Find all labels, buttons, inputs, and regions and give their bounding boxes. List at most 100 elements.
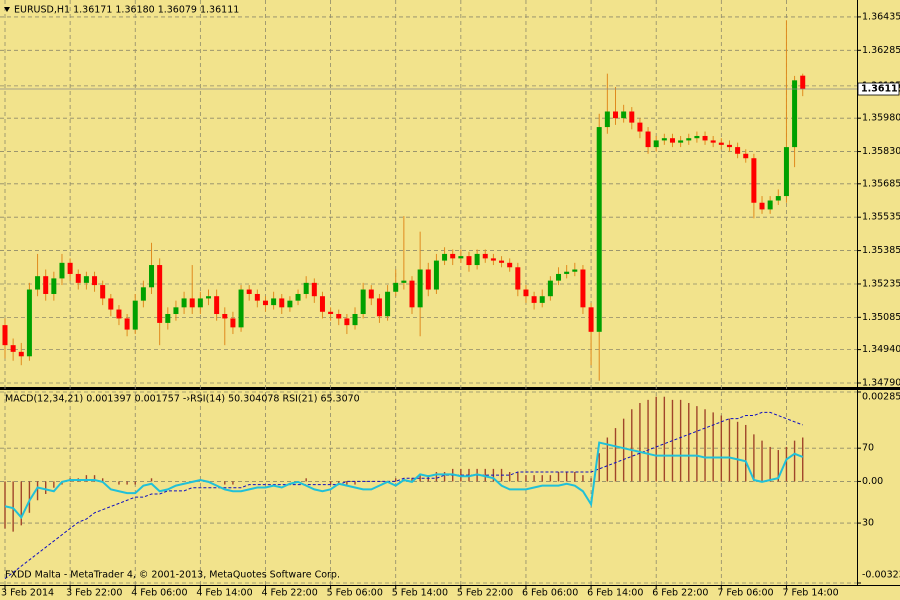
candle-body (344, 318, 350, 326)
indicator-axis (858, 390, 900, 585)
candle-body (515, 267, 521, 290)
candle-body (613, 111, 618, 119)
y-tick-label: 1.35830 (862, 146, 900, 157)
candle-body (604, 111, 610, 128)
candle-body (303, 282, 309, 294)
x-tick-label: 4 Feb 06:00 (131, 588, 187, 599)
candle-body (580, 269, 586, 308)
candle-body (458, 256, 464, 259)
y-tick-label: 1.34790 (862, 377, 900, 388)
candle-body (800, 75, 806, 90)
candle-body (92, 276, 98, 286)
y-tick-label: 1.36435 (862, 11, 900, 22)
y-tick-label: 1.35980 (862, 113, 900, 124)
y-tick-label: 0.00285 (862, 392, 900, 403)
x-tick-label: 3 Feb 2014 (1, 588, 54, 599)
candle-body (694, 135, 700, 139)
candle-body (783, 147, 789, 197)
candle-body (637, 122, 643, 132)
candle-body (751, 158, 757, 203)
candle-body (230, 318, 236, 328)
y-tick-label: 1.36285 (862, 45, 900, 56)
candle-body (360, 289, 366, 315)
signal-line (4, 411, 803, 580)
candle-body (75, 273, 81, 283)
candle-body (35, 276, 41, 290)
candle-body (336, 314, 342, 319)
candle-body (385, 291, 391, 317)
menu-arrow[interactable] (4, 7, 10, 12)
candle-body (173, 307, 179, 315)
y-tick-label: 1.35685 (862, 178, 900, 189)
candle-body (181, 298, 187, 308)
x-tick-label: 7 Feb 14:00 (782, 588, 838, 599)
candle-body (588, 307, 594, 332)
y-tick-label: 1.35385 (862, 245, 900, 256)
candle-body (442, 253, 448, 261)
last-price-label: 1.36111 (861, 84, 900, 95)
y-tick-label: 1.34940 (862, 344, 900, 355)
candle-body (775, 196, 781, 201)
candle-body (523, 289, 529, 297)
candle-body (417, 269, 423, 308)
x-tick-label: 4 Feb 14:00 (196, 588, 252, 599)
y-tick-label: 1.35235 (862, 278, 900, 289)
candle-body (393, 282, 399, 292)
candle-body (433, 260, 439, 290)
candle-body (376, 298, 382, 317)
candle-body (2, 325, 8, 346)
y-tick-label: -0.003237 (862, 570, 900, 581)
candle-body (254, 293, 260, 301)
candle-body (328, 311, 334, 315)
candle-body (319, 296, 325, 312)
candle-body (165, 314, 171, 323)
candle-body (132, 300, 138, 330)
candle-body (686, 138, 692, 141)
footer: FXDD Malta - MetaTrader 4, © 2001-2013, … (5, 570, 340, 581)
indicator-pane (0, 390, 857, 585)
candle-body (262, 300, 268, 306)
price-pane (0, 0, 857, 387)
candle-body (792, 80, 798, 148)
candle-body (743, 153, 749, 159)
x-tick-label: 4 Feb 22:00 (261, 588, 317, 599)
candle-body (621, 111, 627, 119)
candle-body (222, 314, 228, 319)
candle-body (287, 300, 293, 308)
candle-body (767, 200, 773, 210)
candle-body (43, 276, 49, 294)
candle-body (271, 298, 277, 306)
candle-body (564, 271, 570, 274)
price-axis (858, 0, 900, 387)
x-tick-label: 5 Feb 06:00 (327, 588, 383, 599)
candle-body (466, 256, 472, 266)
candle-body (726, 144, 732, 148)
y-tick-label: 0.00 (862, 476, 883, 487)
candle-body (759, 202, 765, 210)
time-axis (0, 586, 900, 600)
candle-body (507, 262, 513, 268)
candle-body (425, 269, 431, 290)
candle-body (295, 293, 301, 301)
candle-body (547, 280, 553, 297)
candle-body (401, 280, 407, 283)
last-price-box (857, 82, 900, 96)
candle-body (116, 309, 122, 319)
candle-body (629, 111, 635, 123)
candle-body (409, 280, 415, 308)
candle-body (238, 289, 244, 328)
candle-body (197, 298, 203, 308)
x-tick-label: 5 Feb 14:00 (392, 588, 448, 599)
candle-body (710, 140, 716, 143)
candle-body (368, 289, 374, 299)
candle-body (531, 296, 537, 303)
candle-body (83, 276, 89, 283)
candle-body (279, 298, 285, 308)
candle-body (124, 318, 130, 330)
candle-body (718, 142, 724, 145)
y-tick-label: 70 (862, 443, 874, 454)
candle-body (474, 253, 480, 266)
candle-body (311, 282, 317, 297)
candle-body (140, 287, 146, 301)
candle-body (100, 285, 106, 299)
